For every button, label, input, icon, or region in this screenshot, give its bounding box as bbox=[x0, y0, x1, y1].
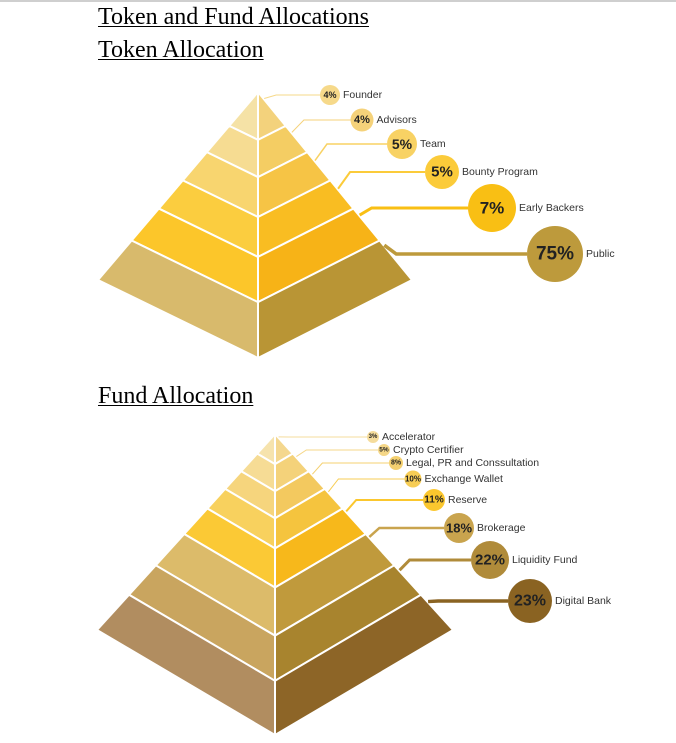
leader-line-crypto-certifier bbox=[296, 449, 378, 457]
category-label-liquidity-fund: Liquidity Fund bbox=[512, 554, 578, 566]
value-label-crypto-certifier: 5% bbox=[379, 447, 389, 454]
category-label-early-backers: Early Backers bbox=[519, 202, 584, 214]
value-label-founder: 4% bbox=[323, 90, 336, 100]
page-title: Token and Fund Allocations bbox=[98, 4, 369, 30]
category-label-exchange-wallet: Exchange Wallet bbox=[425, 473, 503, 485]
token-allocation-pyramid-chart: 4% Founder 4% Advisors 5% Team 5% Bounty Progra… bbox=[97, 85, 615, 359]
value-label-digital-bank: 23% bbox=[514, 593, 546, 610]
value-bubble-accelerator bbox=[367, 431, 379, 443]
fund-allocation-pyramid-chart: 3% Accelerator 5% Crypto Certifier 8% Legal, … bbox=[96, 431, 612, 736]
leader-line-exchange-wallet bbox=[328, 478, 405, 493]
fund-allocation-heading: Fund Allocation bbox=[98, 383, 254, 409]
category-label-advisors: Advisors bbox=[377, 114, 417, 126]
value-bubble-advisors bbox=[350, 108, 374, 132]
value-bubble-exchange-wallet bbox=[404, 470, 422, 488]
pyramid-layer-right-digital-bank bbox=[274, 593, 454, 736]
value-bubble-bounty-program bbox=[425, 155, 459, 189]
value-label-advisors: 4% bbox=[354, 114, 370, 126]
token-allocation-heading: Token Allocation bbox=[98, 37, 264, 63]
top-divider bbox=[0, 0, 676, 2]
value-bubble-brokerage bbox=[444, 513, 474, 543]
category-label-public: Public bbox=[586, 248, 615, 260]
value-bubble-crypto-certifier bbox=[378, 444, 390, 456]
leader-line-brokerage bbox=[368, 526, 444, 538]
leader-line-legal-pr-and-conssultation bbox=[312, 462, 389, 475]
category-label-crypto-certifier: Crypto Certifier bbox=[393, 444, 464, 456]
leader-line-reserve bbox=[345, 499, 423, 513]
leader-line-founder bbox=[264, 94, 320, 99]
leader-line-bounty-program bbox=[337, 171, 425, 190]
leader-line-public bbox=[383, 243, 527, 256]
leader-line-early-backers bbox=[358, 206, 468, 217]
value-label-brokerage: 18% bbox=[446, 521, 472, 536]
value-bubble-founder bbox=[320, 85, 340, 105]
category-label-reserve: Reserve bbox=[448, 494, 487, 506]
value-label-public: 75% bbox=[536, 244, 574, 265]
category-label-founder: Founder bbox=[343, 89, 383, 101]
category-label-legal-pr-and-conssultation: Legal, PR and Conssultation bbox=[406, 457, 539, 469]
category-label-brokerage: Brokerage bbox=[477, 522, 526, 534]
value-bubble-digital-bank bbox=[508, 579, 552, 623]
leader-line-team bbox=[314, 143, 387, 162]
value-label-exchange-wallet: 10% bbox=[405, 475, 421, 484]
leader-line-advisors bbox=[291, 119, 351, 133]
category-label-bounty-program: Bounty Program bbox=[462, 166, 538, 178]
category-label-accelerator: Accelerator bbox=[382, 431, 436, 443]
value-label-team: 5% bbox=[392, 136, 413, 152]
category-label-digital-bank: Digital Bank bbox=[555, 595, 612, 607]
value-label-accelerator: 3% bbox=[369, 434, 378, 440]
value-bubble-liquidity-fund bbox=[471, 541, 509, 579]
value-label-legal-pr-and-conssultation: 8% bbox=[391, 460, 402, 467]
pyramid-layer-right-public bbox=[257, 239, 413, 359]
leader-line-liquidity-fund bbox=[398, 558, 471, 572]
value-label-liquidity-fund: 22% bbox=[475, 552, 505, 569]
category-label-team: Team bbox=[420, 138, 446, 150]
value-bubble-team bbox=[387, 129, 417, 159]
value-bubble-reserve bbox=[423, 489, 445, 511]
value-bubble-legal-pr-and-conssultation bbox=[389, 456, 403, 470]
leader-line-digital-bank bbox=[427, 599, 508, 604]
value-label-early-backers: 7% bbox=[480, 199, 505, 218]
value-label-bounty-program: 5% bbox=[431, 164, 453, 181]
value-label-reserve: 11% bbox=[424, 495, 444, 506]
value-bubble-public bbox=[527, 226, 583, 282]
value-bubble-early-backers bbox=[468, 184, 516, 232]
